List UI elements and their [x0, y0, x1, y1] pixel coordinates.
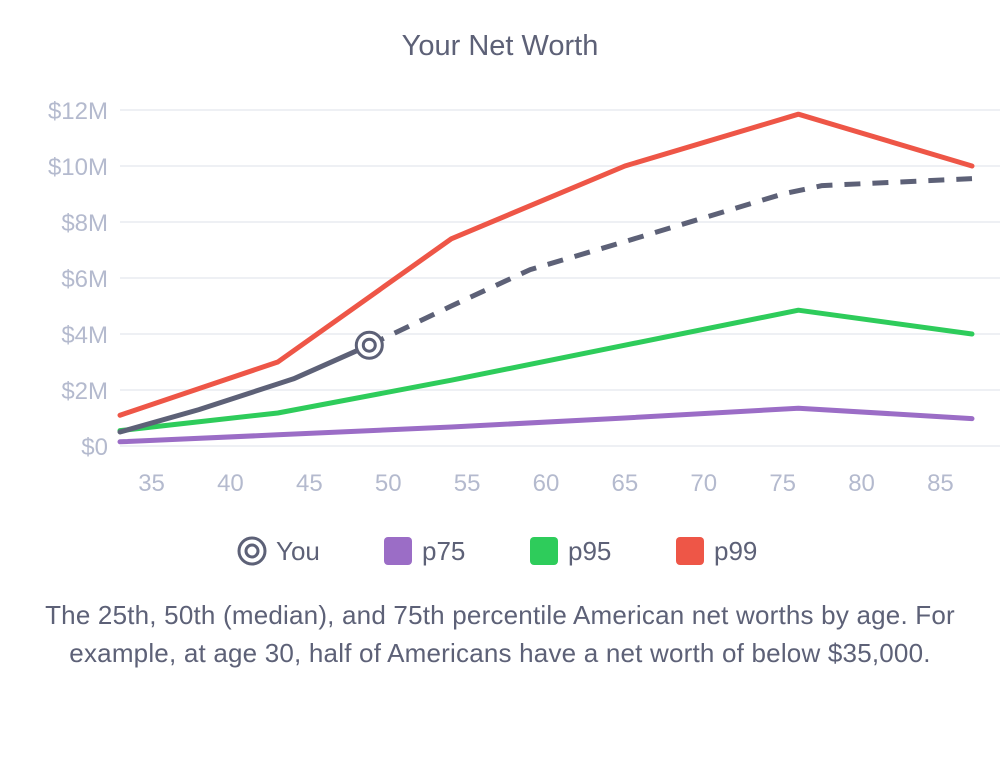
net-worth-chart: Your Net Worth $0 $2M $4M $6M $8M $10M $12M 35… [48, 30, 1000, 566]
y-tick-label: $2M [61, 378, 108, 405]
you-marker [354, 330, 384, 360]
chart-title: Your Net Worth [402, 30, 599, 62]
series-line-p99 [117, 111, 975, 418]
legend-swatch [384, 537, 412, 565]
x-tick-label: 45 [296, 470, 323, 497]
grid-lines [120, 109, 1000, 447]
legend-item-p75: p75 [384, 536, 465, 566]
x-tick-label: 75 [769, 470, 796, 497]
legend: You p75 p95 p99 [237, 536, 757, 566]
legend-item-you: You [237, 536, 320, 566]
x-tick-label: 35 [138, 470, 165, 497]
legend-label: p95 [568, 536, 611, 566]
x-tick-label: 80 [848, 470, 875, 497]
you-marker-icon [354, 330, 384, 360]
x-tick-label: 85 [927, 470, 954, 497]
series-line-you [117, 342, 372, 435]
series-line-p75 [117, 405, 975, 445]
legend-label: p99 [714, 536, 757, 566]
legend-label: p75 [422, 536, 465, 566]
y-tick-label: $4M [61, 322, 108, 349]
target-circle-icon [237, 536, 267, 566]
legend-swatch [676, 537, 704, 565]
x-tick-label: 65 [612, 470, 639, 497]
x-tick-label: 70 [690, 470, 717, 497]
x-tick-label: 55 [454, 470, 481, 497]
legend-item-p99: p99 [676, 536, 757, 566]
y-tick-label: $0 [81, 434, 108, 461]
legend-item-p95: p95 [530, 536, 611, 566]
legend-label: You [276, 536, 320, 566]
series-line-p95 [117, 307, 975, 434]
y-tick-label: $10M [48, 154, 108, 181]
x-tick-label: 60 [533, 470, 560, 497]
x-axis-ticks: 35 40 45 50 55 60 65 70 75 80 85 [138, 470, 954, 497]
y-axis-ticks: $0 $2M $4M $6M $8M $10M $12M [48, 98, 108, 461]
chart-caption: The 25th, 50th (median), and 75th percen… [45, 600, 955, 668]
series-lines [117, 111, 975, 445]
y-tick-label: $6M [61, 266, 108, 293]
y-tick-label: $12M [48, 98, 108, 125]
x-tick-label: 40 [217, 470, 244, 497]
y-tick-label: $8M [61, 210, 108, 237]
series-line-you-projected [368, 176, 973, 348]
x-tick-label: 50 [375, 470, 402, 497]
legend-swatch [530, 537, 558, 565]
